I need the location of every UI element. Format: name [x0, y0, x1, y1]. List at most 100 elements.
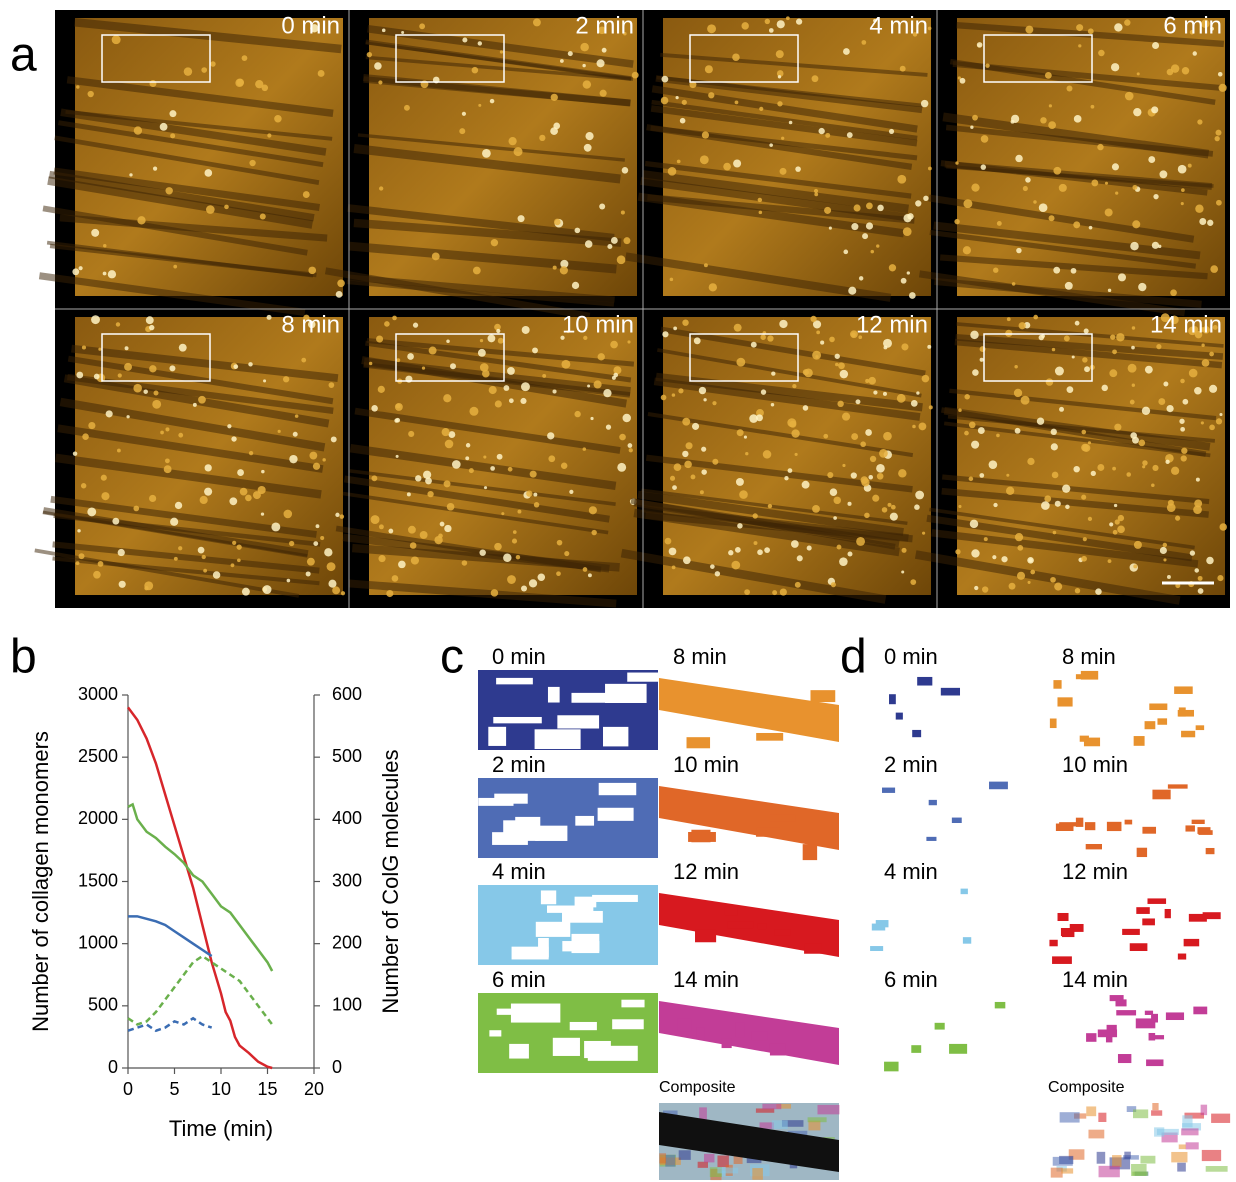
particle	[692, 423, 699, 430]
blob	[1165, 909, 1171, 918]
particle	[289, 541, 294, 546]
particle	[985, 63, 989, 67]
particle	[152, 400, 161, 409]
particle	[503, 554, 511, 562]
particle	[763, 450, 772, 459]
particle	[446, 339, 450, 343]
particle	[736, 358, 745, 367]
particle	[914, 504, 920, 510]
frame-label: 14 min	[673, 967, 739, 992]
hole	[599, 783, 637, 795]
particle	[694, 337, 701, 344]
particle	[1199, 218, 1206, 225]
particle	[707, 24, 716, 33]
frame-label: 0 min	[492, 644, 546, 669]
composite-blob	[1053, 1157, 1073, 1166]
particle	[1048, 121, 1056, 129]
particle	[76, 85, 79, 88]
mask	[659, 786, 839, 850]
particle	[501, 512, 504, 515]
particle	[862, 233, 868, 239]
particle	[796, 19, 802, 25]
particle	[384, 321, 390, 327]
particle	[789, 421, 796, 428]
frame-label: 2 min	[492, 752, 546, 777]
particle	[533, 18, 541, 26]
particle	[496, 329, 500, 333]
particle	[1195, 205, 1203, 213]
particle	[835, 354, 840, 359]
particle	[889, 264, 896, 271]
blob	[941, 688, 960, 696]
hole	[493, 717, 541, 723]
blob	[1061, 928, 1074, 936]
particle	[922, 375, 930, 383]
particle	[1175, 516, 1180, 521]
particle	[1111, 63, 1119, 71]
composite-blob	[1202, 1150, 1221, 1161]
particle	[1097, 464, 1104, 471]
particle	[429, 347, 437, 355]
particle	[728, 550, 733, 555]
particle	[723, 163, 731, 171]
particle	[778, 75, 781, 78]
composite-blob	[1099, 1166, 1120, 1177]
particle	[589, 506, 597, 514]
hole	[509, 1044, 529, 1059]
particle	[731, 561, 740, 570]
particle	[981, 135, 989, 143]
hole	[511, 1004, 560, 1023]
particle	[1006, 487, 1014, 495]
particle	[751, 342, 757, 348]
particle	[1046, 378, 1053, 385]
particle	[117, 449, 121, 453]
particle	[1207, 220, 1213, 226]
particle	[759, 211, 763, 215]
particle	[884, 346, 888, 350]
particle	[812, 505, 820, 513]
particle	[882, 507, 888, 513]
particle	[306, 571, 311, 576]
particle	[526, 490, 532, 496]
particle	[861, 40, 866, 45]
blob	[872, 924, 885, 931]
particle	[1209, 385, 1217, 393]
blob	[1084, 738, 1100, 747]
particle	[378, 80, 382, 84]
particle	[371, 405, 378, 412]
particle	[200, 496, 208, 504]
blob	[1098, 1030, 1117, 1038]
y2-tick-label: 200	[332, 932, 362, 952]
particle	[395, 403, 403, 411]
particle	[1012, 282, 1016, 286]
particle	[401, 31, 404, 34]
composite-blob	[1201, 1105, 1207, 1115]
particle	[737, 429, 744, 436]
particle	[1206, 557, 1214, 565]
particle	[318, 70, 325, 77]
particle	[955, 161, 958, 164]
particle	[554, 219, 561, 226]
y-tick-label: 2000	[78, 808, 118, 828]
particle	[1201, 344, 1204, 347]
blob	[1184, 939, 1200, 946]
blob	[896, 713, 903, 720]
blob	[917, 677, 932, 686]
particle	[133, 506, 139, 512]
particle	[1132, 384, 1135, 387]
particle	[900, 66, 906, 72]
particle	[392, 316, 397, 321]
particle	[902, 548, 907, 553]
particle	[1091, 105, 1095, 109]
particle	[964, 394, 969, 399]
blob	[911, 1045, 921, 1053]
particle	[1182, 67, 1189, 74]
particle	[1137, 72, 1140, 75]
particle	[980, 358, 984, 362]
particle	[175, 502, 182, 509]
particle	[118, 373, 122, 377]
frame-label: 14 min	[1150, 311, 1222, 338]
particle	[1112, 467, 1116, 471]
blob	[1149, 1033, 1156, 1041]
particle	[984, 537, 988, 541]
